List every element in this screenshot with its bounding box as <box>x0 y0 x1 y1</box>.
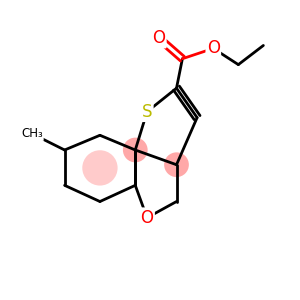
Text: O: O <box>207 39 220 57</box>
Circle shape <box>164 152 189 177</box>
Text: O: O <box>152 29 165 47</box>
Text: S: S <box>142 103 152 121</box>
Circle shape <box>82 150 118 186</box>
Circle shape <box>123 138 148 162</box>
Text: O: O <box>141 209 154 227</box>
Text: CH₃: CH₃ <box>21 127 43 140</box>
